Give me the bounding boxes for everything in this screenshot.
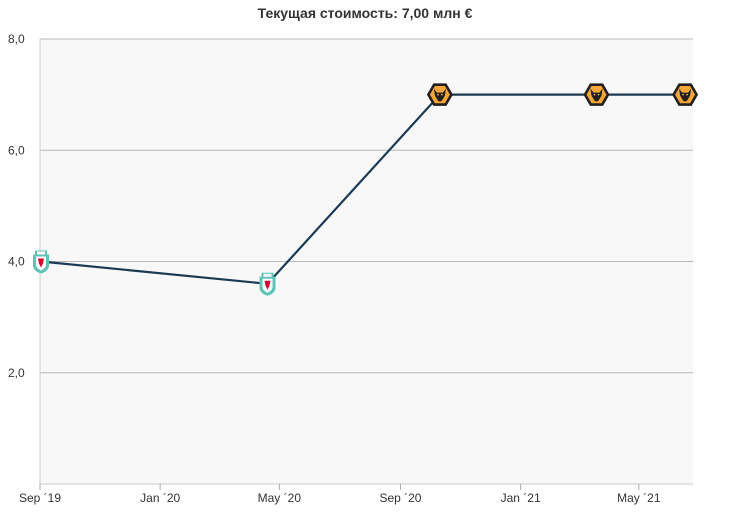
liverpool-crest-icon[interactable] (33, 250, 49, 274)
liverpool-crest-icon[interactable] (259, 272, 276, 296)
wolves-crest-icon[interactable] (426, 83, 453, 106)
x-tick-label: Sep ´19 (19, 491, 61, 505)
wolves-crest-icon[interactable] (672, 83, 699, 106)
axes: Sep ´19 Jan ´20 May ´20 Sep ´20 Jan ´21 May ´… (19, 39, 693, 505)
y-tick-label: 8,0 (8, 32, 25, 46)
y-tick-label: 4,0 (8, 255, 25, 269)
x-tick-label: Jan ´20 (140, 491, 180, 505)
x-tick-label: May ´20 (258, 491, 302, 505)
data-points[interactable] (33, 83, 699, 296)
grid-lines: 2,0 4,0 6,0 8,0 (8, 32, 693, 380)
x-tick-label: Sep ´20 (379, 491, 421, 505)
x-tick-label: Jan ´21 (501, 491, 541, 505)
chart-title: Текущая стоимость: 7,00 млн € (258, 5, 473, 21)
y-tick-label: 6,0 (8, 143, 25, 157)
y-tick-label: 2,0 (8, 366, 25, 380)
wolves-crest-icon[interactable] (583, 83, 610, 106)
x-tick-label: May ´21 (617, 491, 661, 505)
